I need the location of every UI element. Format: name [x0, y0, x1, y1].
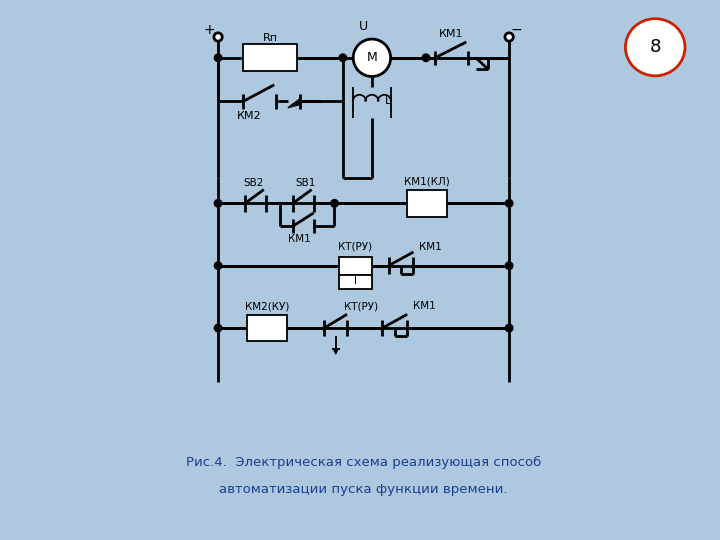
- Text: L: L: [384, 97, 391, 106]
- Text: U: U: [359, 20, 368, 33]
- Circle shape: [215, 262, 222, 269]
- Circle shape: [505, 33, 513, 41]
- Circle shape: [505, 325, 513, 332]
- Text: −: −: [510, 23, 523, 37]
- Circle shape: [215, 54, 222, 62]
- Text: КМ1: КМ1: [413, 301, 436, 312]
- Circle shape: [214, 33, 222, 41]
- Text: КМ2: КМ2: [237, 111, 261, 121]
- Text: КМ1: КМ1: [288, 234, 310, 244]
- Text: +: +: [204, 23, 215, 37]
- Circle shape: [215, 200, 222, 207]
- Bar: [338, 256, 372, 275]
- Text: КМ1: КМ1: [438, 29, 463, 39]
- Text: Rп: Rп: [263, 33, 277, 43]
- Circle shape: [354, 39, 391, 77]
- Circle shape: [505, 262, 513, 269]
- Text: КТ(РУ): КТ(РУ): [338, 242, 372, 252]
- Text: SB2: SB2: [243, 178, 264, 187]
- Text: Рис.4.  Электрическая схема реализующая способ: Рис.4. Электрическая схема реализующая с…: [186, 456, 541, 469]
- Text: КМ1: КМ1: [419, 242, 441, 252]
- Text: КМ2(КУ): КМ2(КУ): [245, 301, 289, 312]
- Bar: [408, 190, 446, 217]
- Circle shape: [505, 200, 513, 207]
- Circle shape: [422, 54, 430, 62]
- Circle shape: [339, 54, 346, 62]
- Bar: [247, 315, 287, 341]
- Text: M: M: [366, 51, 377, 64]
- Text: КМ1(КЛ): КМ1(КЛ): [404, 177, 450, 187]
- Text: 8: 8: [649, 38, 661, 56]
- Circle shape: [215, 325, 222, 332]
- Text: автоматизации пуска функции времени.: автоматизации пуска функции времени.: [220, 483, 508, 496]
- Bar: [243, 44, 297, 71]
- Bar: [338, 275, 372, 288]
- Text: SB1: SB1: [295, 178, 315, 187]
- Circle shape: [626, 19, 685, 76]
- Text: КТ(РУ): КТ(РУ): [344, 301, 379, 312]
- Polygon shape: [288, 98, 300, 107]
- Circle shape: [330, 200, 338, 207]
- Text: I: I: [354, 276, 357, 287]
